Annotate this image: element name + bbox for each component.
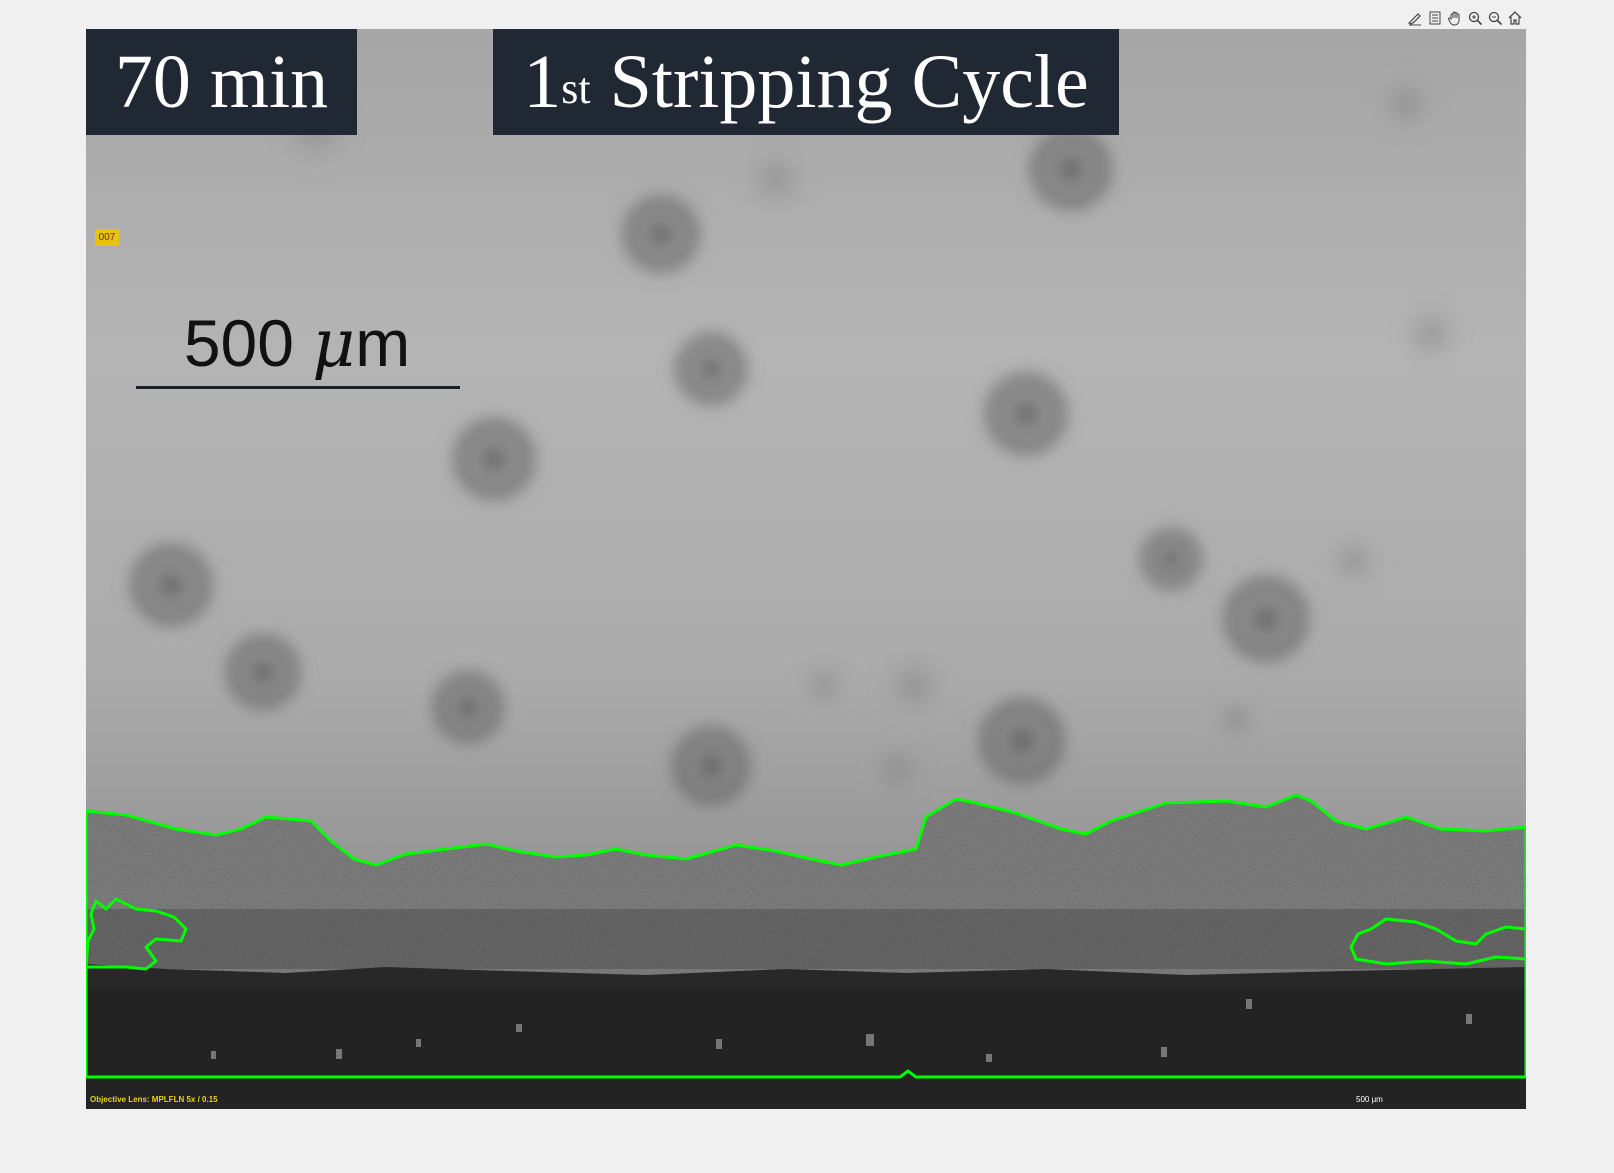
zoom-in-icon[interactable] [1466, 9, 1484, 27]
mini-scale-label: 500 μm [1356, 1095, 1383, 1104]
scale-bar-label: 500 μm [182, 305, 412, 382]
cycle-ordinal-suffix: st [561, 63, 591, 113]
mini-scale-bar [1227, 1089, 1517, 1091]
cycle-ordinal: 1 [523, 39, 562, 124]
scale-value: 500 [183, 306, 294, 380]
scale-unit-m: m [355, 306, 411, 380]
time-label-text: 70 min [114, 39, 329, 124]
zoom-out-icon[interactable] [1486, 9, 1504, 27]
scale-bar [136, 386, 460, 389]
data-cursor-icon[interactable] [1426, 9, 1444, 27]
figure-toolbar [1406, 8, 1524, 28]
micrograph-render [86, 69, 1526, 1109]
time-label: 70 min [86, 29, 357, 135]
pan-hand-icon[interactable] [1446, 9, 1464, 27]
edit-plot-icon[interactable] [1406, 9, 1424, 27]
scale-unit-mu: μ [312, 305, 356, 382]
home-icon[interactable] [1506, 9, 1524, 27]
objective-lens-info: Objective Lens: MPLFLN 5x / 0.15 [90, 1095, 218, 1104]
frame-tag: 007 [95, 229, 119, 246]
cycle-label-text: Stripping Cycle [609, 39, 1089, 124]
